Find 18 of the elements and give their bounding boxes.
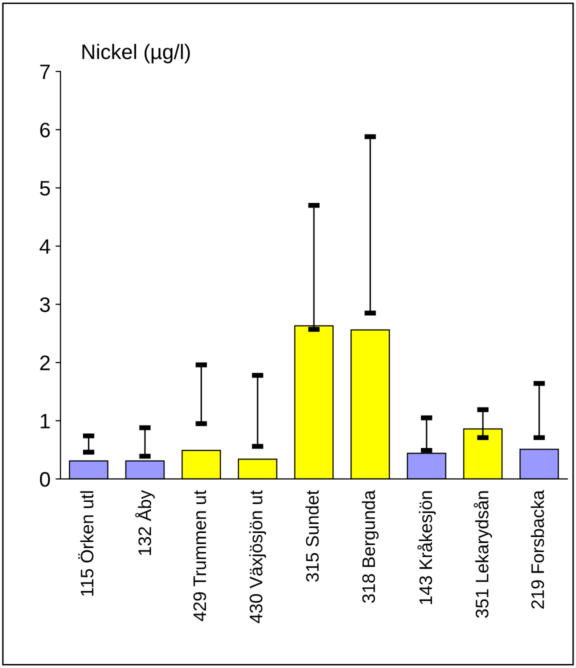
y-tick-label: 7 xyxy=(40,64,50,80)
y-tick-label: 6 xyxy=(40,122,50,138)
x-tick-label: 318 Bergunda xyxy=(362,490,379,603)
y-tick-label: 1 xyxy=(40,414,50,428)
x-tick-label: 430 Växjösjön ut xyxy=(249,490,266,624)
x-tick-label: 132 Åby xyxy=(135,490,155,555)
x-tick-label: 115 Örken utl xyxy=(78,491,94,596)
x-tick-label: 219 Forsbacka xyxy=(530,490,544,609)
y-tick-label: 5 xyxy=(40,181,50,196)
chart-title: Nickel (µg/l) xyxy=(82,44,190,64)
x-tick-label: 429 Trummen ut xyxy=(193,490,206,622)
x-tick-label: 351 Lekarydsån xyxy=(474,491,492,618)
y-tick-label: 2 xyxy=(40,356,50,370)
x-tick-label: 143 Kråkesjön xyxy=(417,491,436,604)
y-tick-label: 3 xyxy=(40,297,50,312)
y-tick-label: 0 xyxy=(40,472,50,487)
x-tick-label: 315 Sundet xyxy=(306,490,319,582)
y-tick-label: 4 xyxy=(40,239,50,254)
